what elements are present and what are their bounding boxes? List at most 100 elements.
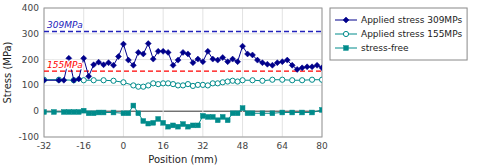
grid-line [83, 8, 84, 137]
point-marker [220, 114, 225, 119]
point-marker [44, 77, 47, 82]
point-marker [190, 83, 195, 88]
legend-marker [344, 46, 349, 51]
point-marker [131, 83, 136, 88]
point-marker [250, 111, 255, 116]
point-marker [264, 61, 270, 67]
point-marker [71, 78, 76, 83]
point-marker [76, 110, 81, 115]
point-marker [180, 49, 186, 55]
point-marker [300, 110, 305, 115]
x-tick-label: 16 [157, 141, 169, 151]
legend-box [330, 8, 467, 60]
point-marker [91, 78, 96, 83]
legend-label: Applied stress 309MPs [361, 15, 462, 25]
point-marker [91, 111, 96, 116]
y-tick-label: 300 [22, 29, 39, 39]
point-marker [141, 84, 146, 89]
point-marker [240, 78, 245, 83]
point-marker [140, 51, 146, 57]
y-tick-label: 200 [22, 55, 39, 65]
point-marker [156, 117, 161, 122]
point-marker [250, 52, 256, 58]
reference-line [44, 71, 322, 72]
point-marker [270, 77, 275, 82]
data-layer [44, 31, 322, 129]
point-marker [176, 124, 181, 129]
point-marker [245, 51, 251, 57]
point-marker [81, 78, 86, 83]
x-tick-label: 80 [316, 141, 328, 151]
point-marker [215, 81, 220, 86]
point-marker [289, 62, 295, 68]
point-marker [156, 82, 161, 87]
legend-marker [343, 31, 348, 36]
legend-label: stress-free [361, 43, 409, 53]
point-marker [185, 51, 191, 57]
point-marker [170, 82, 175, 87]
x-tick-label: -32 [37, 141, 52, 151]
point-marker [274, 60, 280, 66]
point-marker [220, 80, 225, 85]
point-marker [181, 122, 186, 127]
point-marker [115, 54, 121, 60]
point-marker [125, 57, 131, 63]
point-marker [240, 106, 245, 111]
point-marker [161, 81, 166, 86]
point-marker [121, 80, 126, 85]
y-axis-label: Stress (MPa) [2, 41, 13, 103]
point-marker [150, 56, 156, 62]
point-marker [260, 78, 265, 83]
grid-line [242, 8, 243, 137]
point-marker [235, 111, 240, 116]
point-marker [185, 82, 190, 87]
point-marker [235, 59, 241, 65]
point-marker [190, 60, 196, 66]
point-marker [44, 77, 47, 83]
point-marker [191, 123, 196, 128]
point-marker [145, 41, 151, 47]
point-marker [136, 84, 141, 89]
point-marker [205, 83, 210, 88]
point-marker [126, 111, 131, 116]
point-marker [310, 110, 315, 115]
point-marker [111, 62, 117, 68]
point-marker [146, 83, 151, 88]
point-marker [205, 48, 211, 54]
point-marker [151, 120, 156, 125]
point-marker [166, 124, 171, 129]
point-marker [120, 41, 126, 47]
point-marker [160, 48, 166, 54]
point-marker [180, 83, 185, 88]
point-marker [319, 77, 322, 82]
grid-line [282, 8, 283, 137]
point-marker [215, 118, 220, 123]
x-tick-label: 32 [197, 141, 208, 151]
point-marker [294, 66, 300, 72]
point-marker [250, 78, 255, 83]
point-marker [56, 77, 61, 82]
point-marker [121, 111, 126, 116]
point-marker [290, 110, 295, 115]
reference-line [44, 31, 322, 32]
point-marker [245, 111, 250, 116]
reference-label: 155MPa [47, 60, 83, 70]
point-marker [130, 62, 136, 68]
grid-line [44, 33, 322, 34]
legend: Applied stress 309MPsApplied stress 155M… [330, 8, 467, 60]
point-marker [151, 81, 156, 86]
point-marker [71, 110, 76, 115]
point-marker [230, 78, 235, 83]
point-marker [259, 60, 265, 66]
point-marker [225, 118, 230, 123]
point-marker [230, 111, 235, 116]
x-tick-label: -16 [76, 141, 91, 151]
point-marker [131, 103, 136, 108]
point-marker [210, 56, 216, 62]
point-marker [101, 78, 106, 83]
y-tick-label: 0 [33, 106, 39, 116]
series [44, 103, 322, 129]
y-tick-label: 100 [22, 80, 39, 90]
point-marker [71, 77, 77, 83]
point-marker [96, 110, 101, 115]
